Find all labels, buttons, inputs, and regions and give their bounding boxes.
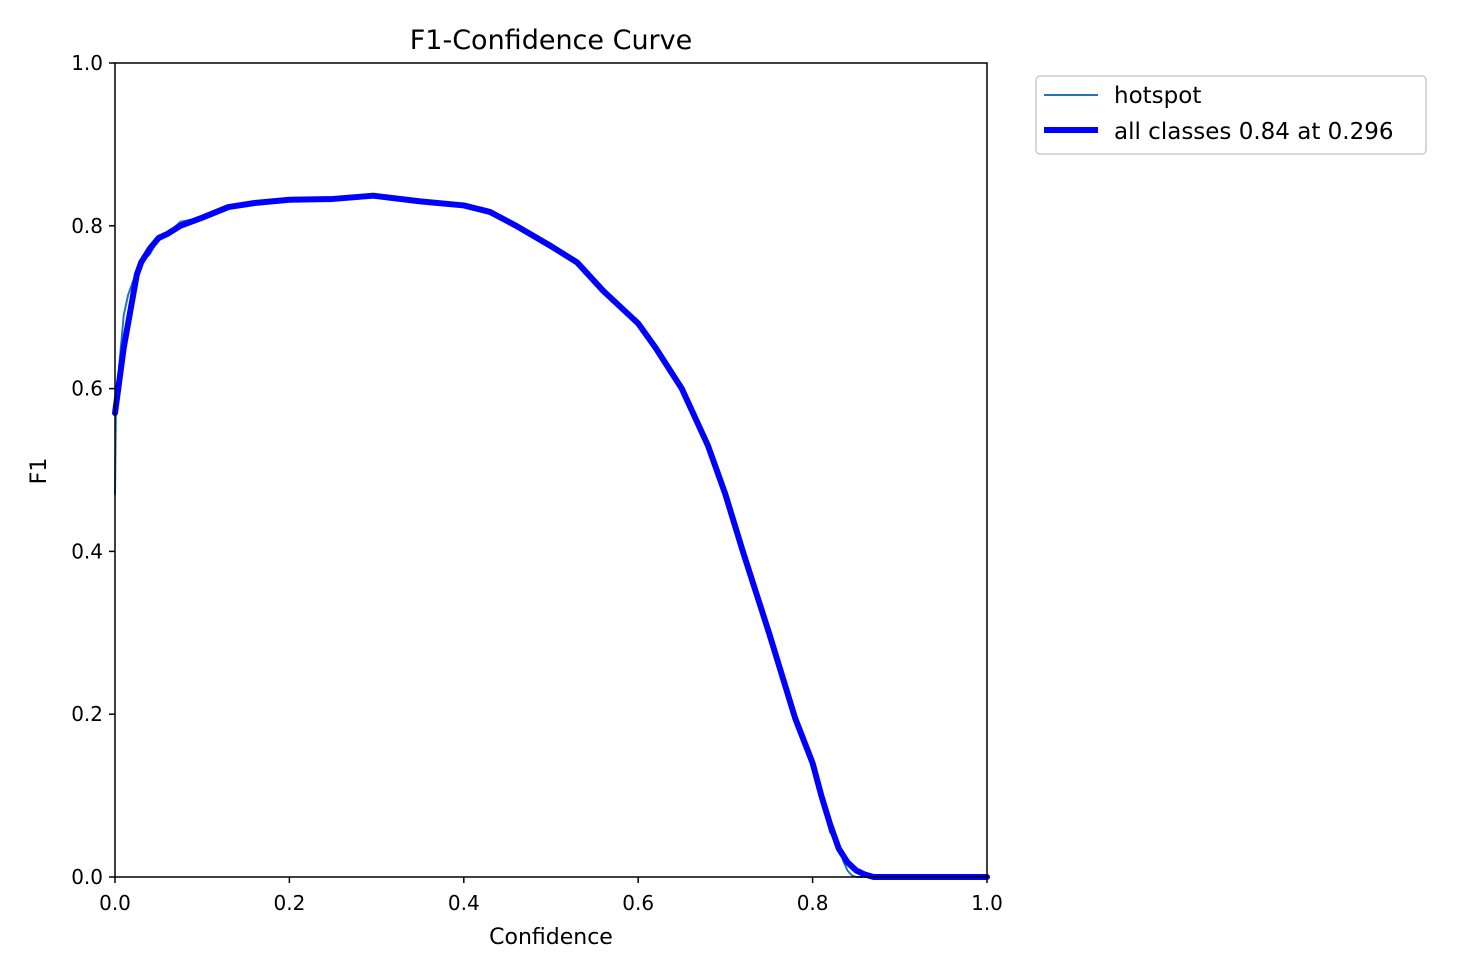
x-tick-label: 0.0 [99,891,131,915]
y-tick-label: 0.4 [71,539,103,563]
y-tick-label: 0.0 [71,865,103,889]
x-tick-label: 0.4 [448,891,480,915]
y-tick-label: 0.8 [71,214,103,238]
legend-label-hotspot: hotspot [1114,83,1201,109]
legend: hotspot all classes 0.84 at 0.296 [1035,75,1427,155]
y-axis-label: F1 [27,458,52,485]
y-tick-label: 0.2 [71,702,103,726]
y-axis-ticks: 0.0 0.2 0.4 0.6 0.8 1.0 [71,51,115,889]
chart-title: F1-Confidence Curve [410,25,693,56]
x-tick-label: 0.8 [797,891,829,915]
legend-box [1035,75,1427,155]
x-axis-label: Confidence [489,925,613,950]
series-line-all-classes [112,192,990,880]
plot-area [112,62,990,880]
x-tick-label: 1.0 [971,891,1003,915]
x-tick-label: 0.6 [622,891,654,915]
x-axis-ticks: 0.0 0.2 0.4 0.6 0.8 1.0 [99,877,1003,915]
series-layer [112,192,990,880]
legend-label-all-classes: all classes 0.84 at 0.296 [1114,119,1394,145]
x-tick-label: 0.2 [273,891,305,915]
axes-frame [114,62,988,878]
axes-background [115,63,987,877]
y-tick-label: 1.0 [71,51,103,75]
y-tick-label: 0.6 [71,377,103,401]
